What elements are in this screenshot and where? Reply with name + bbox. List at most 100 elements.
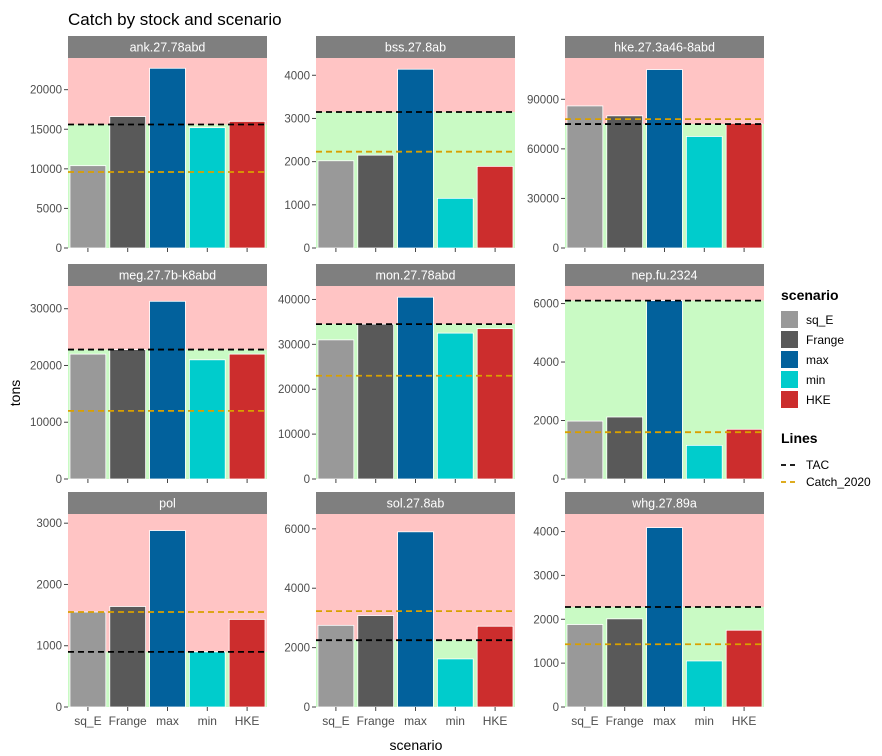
bar <box>646 69 683 249</box>
x-tick-label: sq_E <box>74 714 101 728</box>
facet-panel: whg.27.89a 0 1000 2000 3000 4000 sq_E Frange max… <box>533 492 764 728</box>
facet-panel: pol 0 1000 2000 3000 sq_E Frange max min HKE <box>36 492 267 728</box>
bar <box>109 606 147 708</box>
legend: scenario sq_E Frange max min HKE Lines TAC Catch… <box>781 287 871 489</box>
x-axis-title: scenario <box>390 737 443 753</box>
y-tick-label: 90000 <box>527 94 559 106</box>
scenario-legend-swatch <box>781 311 798 328</box>
facet-strip-label: whg.27.89a <box>631 497 697 511</box>
bar <box>228 353 266 480</box>
y-tick-label: 2000 <box>533 614 559 626</box>
y-tick-label: 40000 <box>278 294 310 306</box>
y-tick-label: 0 <box>304 243 310 255</box>
bar <box>606 115 644 249</box>
bar <box>566 105 604 249</box>
y-tick-label: 60000 <box>527 144 559 156</box>
y-tick-label: 0 <box>553 702 559 714</box>
bar <box>69 165 107 249</box>
y-tick-label: 1000 <box>284 200 310 212</box>
bar <box>685 660 723 708</box>
facet-panel: mon.27.78abd 0 10000 20000 30000 40000 <box>278 264 515 486</box>
bar <box>725 629 763 708</box>
y-tick-label: 0 <box>553 243 559 255</box>
bar <box>188 127 226 249</box>
y-tick-label: 30000 <box>527 193 559 205</box>
bar <box>188 651 226 708</box>
bar <box>317 160 355 249</box>
bar <box>357 323 395 480</box>
bar <box>725 122 763 249</box>
bar <box>646 527 683 708</box>
lines-legend-label: TAC <box>806 458 829 472</box>
y-tick-label: 30000 <box>278 339 310 351</box>
bar <box>149 530 186 708</box>
bar <box>397 296 434 480</box>
bar <box>436 197 474 249</box>
y-tick-label: 2000 <box>284 643 310 655</box>
bar <box>476 625 514 708</box>
y-tick-label: 3000 <box>533 570 559 582</box>
bar <box>606 618 644 708</box>
y-tick-label: 4000 <box>533 357 559 369</box>
scenario-legend-swatch <box>781 371 798 388</box>
bar <box>436 658 474 708</box>
facet-panel: hke.27.3a46-8abd 0 30000 60000 90000 <box>527 36 764 255</box>
facet-strip-label: nep.fu.2324 <box>631 269 697 283</box>
facet-panel: sol.27.8ab 0 2000 4000 6000 sq_E Frange max min H… <box>284 492 515 728</box>
scenario-legend-title: scenario <box>781 287 839 303</box>
bar <box>725 428 763 480</box>
y-tick-label: 1000 <box>36 641 62 653</box>
facet-strip-label: pol <box>159 497 176 511</box>
facet-strip-label: meg.27.7b-k8abd <box>119 269 216 283</box>
scenario-legend-swatch <box>781 351 798 368</box>
facet-strip <box>316 36 515 58</box>
x-tick-label: sq_E <box>322 714 349 728</box>
bar <box>228 120 266 249</box>
bar <box>69 353 107 480</box>
bar <box>476 165 514 249</box>
chart-title: Catch by stock and scenario <box>68 10 282 29</box>
x-tick-label: Frange <box>109 714 147 728</box>
x-tick-label: min <box>446 714 465 728</box>
y-tick-label: 0 <box>304 474 310 486</box>
bar <box>188 359 226 480</box>
bar <box>566 420 604 480</box>
lines-legend-title: Lines <box>781 430 818 446</box>
scenario-legend-swatch <box>781 331 798 348</box>
x-tick-label: sq_E <box>571 714 598 728</box>
facet-panel: bss.27.8ab 0 1000 2000 3000 4000 <box>284 36 515 255</box>
facet-panel: ank.27.78abd 0 5000 10000 15000 20000 <box>30 36 267 255</box>
facet-strip <box>565 36 764 58</box>
facet-strip <box>565 264 764 286</box>
y-tick-label: 20000 <box>278 384 310 396</box>
facet-strip <box>68 36 267 58</box>
y-tick-label: 15000 <box>30 124 62 136</box>
scenario-legend-label: Frange <box>806 333 844 347</box>
bar <box>646 300 683 480</box>
background-above-tac <box>565 286 764 301</box>
bar <box>436 332 474 480</box>
x-tick-label: max <box>404 714 427 728</box>
scenario-legend-label: min <box>806 373 825 387</box>
y-tick-label: 4000 <box>284 583 310 595</box>
facet-strip <box>316 492 515 514</box>
y-tick-label: 4000 <box>284 70 310 82</box>
x-tick-label: min <box>695 714 714 728</box>
bar <box>357 154 395 249</box>
lines-legend-label: Catch_2020 <box>806 475 871 489</box>
y-tick-label: 0 <box>56 702 62 714</box>
bar <box>317 624 355 708</box>
x-tick-label: min <box>198 714 217 728</box>
y-tick-label: 0 <box>304 702 310 714</box>
y-tick-label: 1000 <box>533 658 559 670</box>
bar <box>149 300 186 480</box>
y-tick-label: 3000 <box>284 113 310 125</box>
y-tick-label: 2000 <box>36 579 62 591</box>
x-tick-label: Frange <box>357 714 395 728</box>
facet-panel: nep.fu.2324 0 2000 4000 6000 <box>533 264 764 486</box>
y-tick-label: 2000 <box>284 157 310 169</box>
facet-strip-label: mon.27.78abd <box>376 269 456 283</box>
facet-strip-label: sol.27.8ab <box>387 497 445 511</box>
bar <box>109 349 147 480</box>
bar <box>566 624 604 708</box>
